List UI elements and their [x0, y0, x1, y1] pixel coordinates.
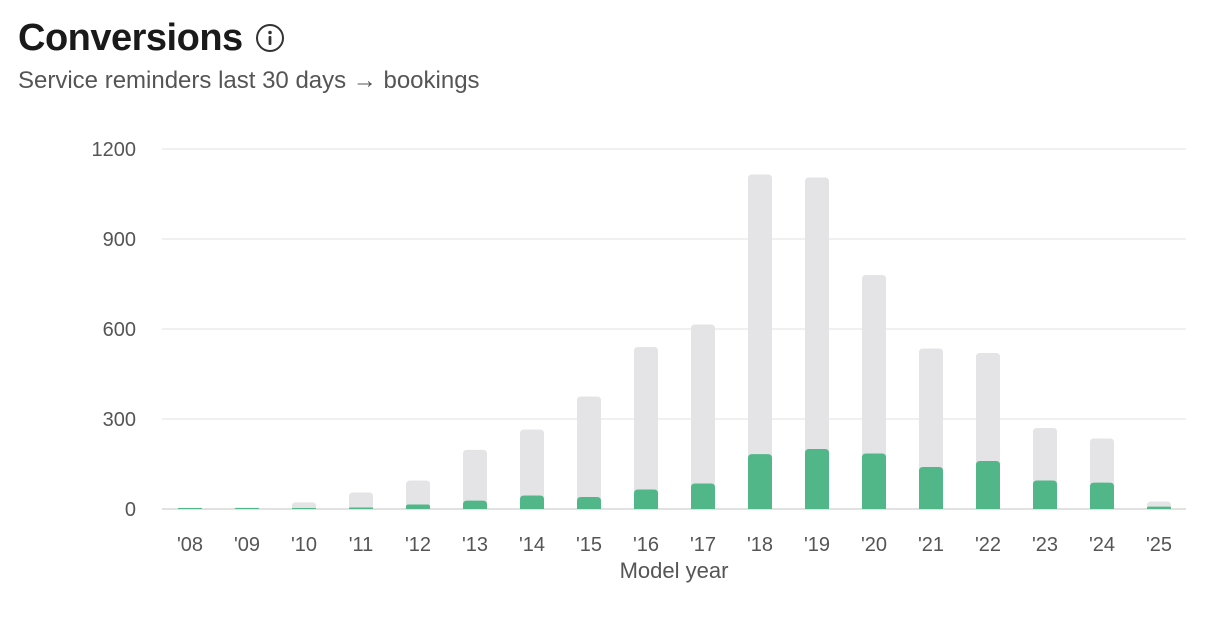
reminder-bar[interactable] [634, 347, 658, 509]
x-tick-label: '24 [1089, 534, 1115, 556]
x-tick-label: '14 [519, 534, 545, 556]
reminder-bar[interactable] [748, 174, 772, 510]
booking-bar[interactable] [520, 495, 544, 510]
reminder-bar[interactable] [691, 324, 715, 510]
y-tick-label: 1200 [92, 139, 137, 161]
booking-bar[interactable] [805, 449, 829, 509]
x-axis-ticks: '08 '09 '10 '11 '12 '13 '14 '15 '16 '17 '18 '19 '20 '… [177, 534, 1172, 556]
booking-bar[interactable] [292, 508, 316, 509]
booking-bar[interactable] [862, 453, 886, 510]
booking-bar[interactable] [1033, 480, 1057, 510]
booking-bar[interactable] [919, 467, 943, 509]
bars [178, 174, 1171, 510]
reminder-bar[interactable] [577, 396, 601, 510]
reminder-bar[interactable] [292, 502, 316, 509]
booking-bar[interactable] [235, 508, 259, 509]
x-tick-label: '22 [975, 534, 1001, 556]
booking-bar[interactable] [691, 483, 715, 510]
y-tick-label: 900 [103, 229, 136, 251]
y-tick-label: 600 [103, 319, 136, 341]
booking-bar[interactable] [577, 497, 601, 509]
booking-bar[interactable] [178, 508, 202, 509]
reminder-bar[interactable] [463, 449, 487, 509]
x-tick-label: '23 [1032, 534, 1058, 556]
x-tick-label: '15 [576, 534, 602, 556]
booking-bar[interactable] [634, 489, 658, 510]
x-tick-label: '18 [747, 534, 773, 556]
reminder-bar[interactable] [520, 429, 544, 510]
y-tick-label: 0 [125, 499, 136, 521]
reminder-bar[interactable] [805, 177, 829, 510]
info-icon[interactable] [255, 23, 285, 53]
reminder-bar[interactable] [862, 275, 886, 509]
x-tick-label: '13 [462, 534, 488, 556]
x-tick-label: '12 [405, 534, 431, 556]
x-tick-label: '25 [1146, 534, 1172, 556]
x-axis-title: Model year [620, 558, 729, 583]
x-tick-label: '09 [234, 534, 260, 556]
booking-bar[interactable] [1147, 506, 1171, 509]
x-tick-label: '21 [918, 534, 944, 556]
booking-bar[interactable] [1090, 482, 1114, 509]
reminder-bar[interactable] [349, 492, 373, 510]
x-tick-label: '16 [633, 534, 659, 556]
x-tick-label: '17 [690, 534, 716, 556]
x-tick-label: '08 [177, 534, 203, 556]
booking-bar[interactable] [406, 504, 430, 510]
chart-title: Conversions [18, 17, 243, 59]
x-tick-label: '19 [804, 534, 830, 556]
x-tick-label: '10 [291, 534, 317, 556]
x-tick-label: '11 [349, 534, 374, 556]
booking-bar[interactable] [349, 507, 373, 510]
title-row: Conversions [18, 14, 480, 62]
booking-bar[interactable] [463, 500, 487, 509]
booking-bar[interactable] [976, 461, 1000, 509]
chart-subtitle: Service reminders last 30 days → booking… [18, 67, 480, 94]
chart-header: Conversions Service reminders last 30 da… [18, 14, 480, 96]
x-tick-label: '20 [861, 534, 887, 556]
reminder-bar[interactable] [406, 480, 430, 510]
y-tick-label: 300 [103, 409, 136, 431]
booking-bar[interactable] [748, 454, 772, 509]
y-axis-ticks: 0 300 600 900 1200 [92, 139, 137, 521]
gridlines [162, 148, 1186, 510]
